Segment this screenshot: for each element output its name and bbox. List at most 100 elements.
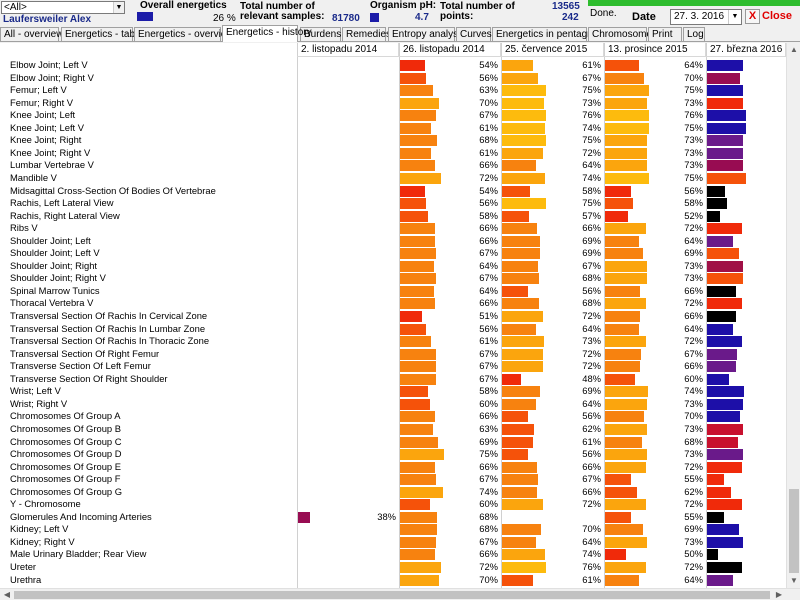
table-row[interactable]: Elbow Joint; Right V 56% 67% 70% — [0, 72, 786, 85]
table-row[interactable]: Transversal Section Of Right Femur 67% 72%… — [0, 348, 786, 361]
table-row[interactable]: Urethra 70% 61% 64% — [0, 574, 786, 587]
energy-bar — [605, 160, 647, 172]
table-row[interactable]: Spinal Marrow Tunics 64% 56% 66% — [0, 285, 786, 298]
energy-bar — [400, 85, 433, 97]
table-row[interactable]: Femur; Left V 63% 75% 75% — [0, 84, 786, 97]
vertical-scroll-thumb[interactable] — [789, 489, 799, 573]
energy-bar — [605, 474, 631, 486]
table-row[interactable]: Chromosomes Of Group A 66% 56% 70% — [0, 410, 786, 423]
energy-bar — [400, 185, 425, 197]
filter-select[interactable]: <All> ▼ — [1, 1, 125, 14]
table-row[interactable]: Transversal Section Of Rachis In Thoraci… — [0, 335, 786, 348]
table-row[interactable]: Knee Joint; Right V 61% 72% 73% — [0, 147, 786, 160]
table-row[interactable]: Femur; Right V 70% 73% 73% — [0, 97, 786, 110]
table-row[interactable]: Knee Joint; Left 67% 76% 76% — [0, 109, 786, 122]
tab-entropy-analysis[interactable]: Entropy analysis — [388, 27, 465, 41]
energy-bar — [400, 474, 436, 486]
table-row[interactable]: Rachis, Right Lateral View 58% 57% 52% — [0, 210, 786, 223]
tab-burdens[interactable]: Burdens — [300, 27, 341, 41]
percent-value: 69% — [479, 435, 498, 447]
table-row[interactable]: Transversal Section Of Rachis In Lumbar … — [0, 323, 786, 336]
table-row[interactable]: Y - Chromosome 60% 72% 72% — [0, 498, 786, 511]
tab-all-overview[interactable]: All - overview — [0, 27, 63, 41]
horizontal-scrollbar[interactable]: ◀ ▶ — [0, 588, 800, 600]
tab-curves[interactable]: Curves — [456, 27, 492, 41]
table-row[interactable]: Chromosomes Of Group D 75% 56% 73% — [0, 448, 786, 461]
table-row[interactable]: Chromosomes Of Group C 69% 61% 68% — [0, 436, 786, 449]
table-row[interactable]: Male Urinary Bladder; Rear View 66% 74% 50% — [0, 548, 786, 561]
tab-energetics-history[interactable]: Energetics - history — [222, 25, 312, 42]
table-row[interactable]: Shoulder Joint; Left 66% 69% 64% — [0, 235, 786, 248]
table-row[interactable]: Knee Joint; Right 68% 75% 73% — [0, 134, 786, 147]
table-row[interactable]: Wrist; Left V 58% 69% 74% — [0, 385, 786, 398]
column-header[interactable]: 27. března 2016 — [706, 43, 786, 57]
energy-bar — [707, 386, 744, 398]
percent-value: 72% — [582, 146, 601, 158]
table-row[interactable]: Shoulder Joint; Right V 67% 68% 73% — [0, 272, 786, 285]
energy-bar — [605, 386, 648, 398]
table-row[interactable]: Transverse Section Of Right Shoulder 67% 4… — [0, 373, 786, 386]
percent-value: 66% — [684, 360, 703, 372]
percent-value: 68% — [479, 510, 498, 522]
chevron-down-icon[interactable]: ▼ — [728, 10, 741, 24]
table-row[interactable]: Ureter 72% 76% 72% — [0, 561, 786, 574]
percent-value: 72% — [684, 498, 703, 510]
history-grid: 2. listopadu 2014 26. listopadu 2014 25. č… — [0, 43, 786, 588]
tab-print[interactable]: Print — [648, 27, 682, 41]
row-label: Femur; Right V — [10, 96, 74, 108]
date-picker[interactable]: 27. 3. 2016 ▼ — [670, 9, 742, 25]
table-row[interactable]: Lumbar Vertebrae V 66% 64% 73% — [0, 159, 786, 172]
table-row[interactable]: Chromosomes Of Group E 66% 66% 72% — [0, 461, 786, 474]
table-row[interactable]: Midsagittal Cross-Section Of Bodies Of V… — [0, 185, 786, 198]
scroll-left-icon[interactable]: ◀ — [3, 590, 11, 599]
horizontal-scroll-thumb[interactable] — [14, 591, 770, 599]
table-row[interactable]: Knee Joint; Left V 61% 74% 75% — [0, 122, 786, 135]
table-row[interactable]: Wrist; Right V 60% 64% 73% — [0, 398, 786, 411]
tab-energetics-in-pentagram[interactable]: Energetics in pentagram — [492, 27, 604, 41]
column-header[interactable]: 13. prosince 2015 — [604, 43, 706, 57]
table-row[interactable]: Transverse Section Of Left Femur 67% 72% 66… — [0, 360, 786, 373]
table-row[interactable]: Shoulder Joint; Right 64% 67% 73% — [0, 260, 786, 273]
table-row[interactable]: Ribs V 66% 66% 72% — [0, 222, 786, 235]
energy-bar — [400, 235, 435, 247]
percent-value: 72% — [684, 561, 703, 572]
column-header[interactable]: 25. července 2015 — [501, 43, 604, 57]
column-header[interactable]: 2. listopadu 2014 — [297, 43, 399, 57]
table-row[interactable]: Rachis, Left Lateral View 56% 75% 58% — [0, 197, 786, 210]
table-row[interactable]: Mandible V 72% 74% 75% — [0, 172, 786, 185]
scroll-down-icon[interactable]: ▼ — [790, 576, 798, 585]
tab-energetics-table[interactable]: Energetics - table — [61, 27, 143, 41]
table-row[interactable]: Chromosomes Of Group F 67% 67% 55% — [0, 473, 786, 486]
tab-energetics-overview[interactable]: Energetics - overview — [134, 27, 234, 41]
column-header[interactable]: 26. listopadu 2014 — [399, 43, 501, 57]
organism-ph-value: 4.7 — [415, 12, 429, 23]
energy-bar — [707, 97, 743, 109]
tab-log[interactable]: Log — [683, 27, 705, 41]
percent-value: 69% — [582, 234, 601, 246]
vertical-scrollbar[interactable]: ▲ ▼ — [786, 43, 800, 588]
chevron-down-icon[interactable]: ▼ — [113, 2, 124, 13]
energy-bar — [400, 574, 439, 586]
tab-chromosomes[interactable]: Chromosomes — [588, 27, 657, 41]
close-x-button[interactable]: X — [745, 9, 760, 24]
table-row[interactable]: Kidney; Right V 67% 64% 73% — [0, 536, 786, 549]
tab-remedies[interactable]: Remedies — [342, 27, 391, 41]
table-row[interactable]: Chromosomes Of Group B 63% 62% 73% — [0, 423, 786, 436]
table-row[interactable]: Kidney; Left V 68% 70% 69% — [0, 523, 786, 536]
scroll-up-icon[interactable]: ▲ — [790, 45, 798, 54]
column-separator — [399, 43, 400, 588]
energy-bar — [707, 147, 743, 159]
table-row[interactable]: Thoracal Vertebra V 66% 68% 72% — [0, 297, 786, 310]
energy-bar — [605, 574, 639, 586]
table-row[interactable]: Shoulder Joint; Left V 67% 69% 69% — [0, 247, 786, 260]
row-label: Transversal Section Of Right Femur — [10, 347, 160, 359]
close-button[interactable]: Close — [762, 10, 792, 22]
table-row[interactable]: Elbow Joint; Left V 54% 61% 64% — [0, 59, 786, 72]
row-label: Shoulder Joint; Left V — [10, 247, 100, 259]
scroll-right-icon[interactable]: ▶ — [775, 590, 783, 599]
table-row[interactable]: Chromosomes Of Group G 74% 66% 62% — [0, 486, 786, 499]
ph-indicator — [370, 13, 379, 22]
table-row[interactable]: Glomerules And Incoming Arteries 38% 68% 55… — [0, 511, 786, 524]
relevant-samples-value: 81780 — [332, 13, 360, 24]
table-row[interactable]: Transversal Section Of Rachis In Cervica… — [0, 310, 786, 323]
